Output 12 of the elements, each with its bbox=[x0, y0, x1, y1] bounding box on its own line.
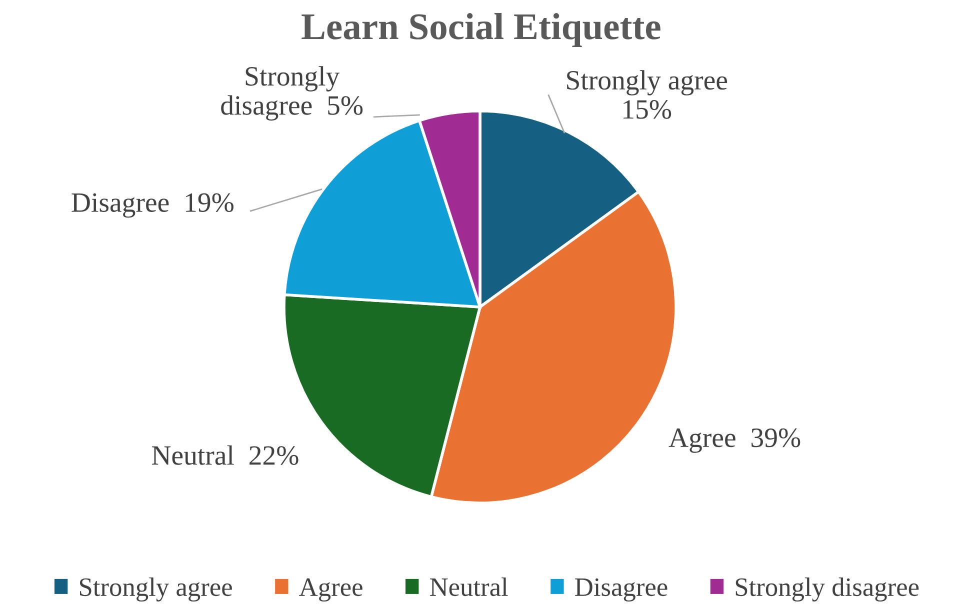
category-label: Neutral 22% bbox=[152, 445, 298, 465]
category-label: Agree 39% bbox=[668, 428, 800, 453]
chart-title: Learn Social Etiquette bbox=[302, 13, 660, 48]
legend-label: Disagree bbox=[575, 578, 668, 602]
legend-label: Strongly disagree bbox=[736, 578, 919, 602]
data-label: 15% bbox=[624, 100, 672, 119]
legend-label: Agree bbox=[299, 578, 362, 602]
slice-label: Strongly agree bbox=[567, 70, 728, 96]
category-label: Disagree 19% bbox=[72, 193, 234, 218]
legend-label: Neutral bbox=[430, 578, 508, 596]
category-label: Strongly disagree 5% bbox=[221, 66, 363, 121]
legend-label: Strongly agree bbox=[80, 578, 232, 602]
